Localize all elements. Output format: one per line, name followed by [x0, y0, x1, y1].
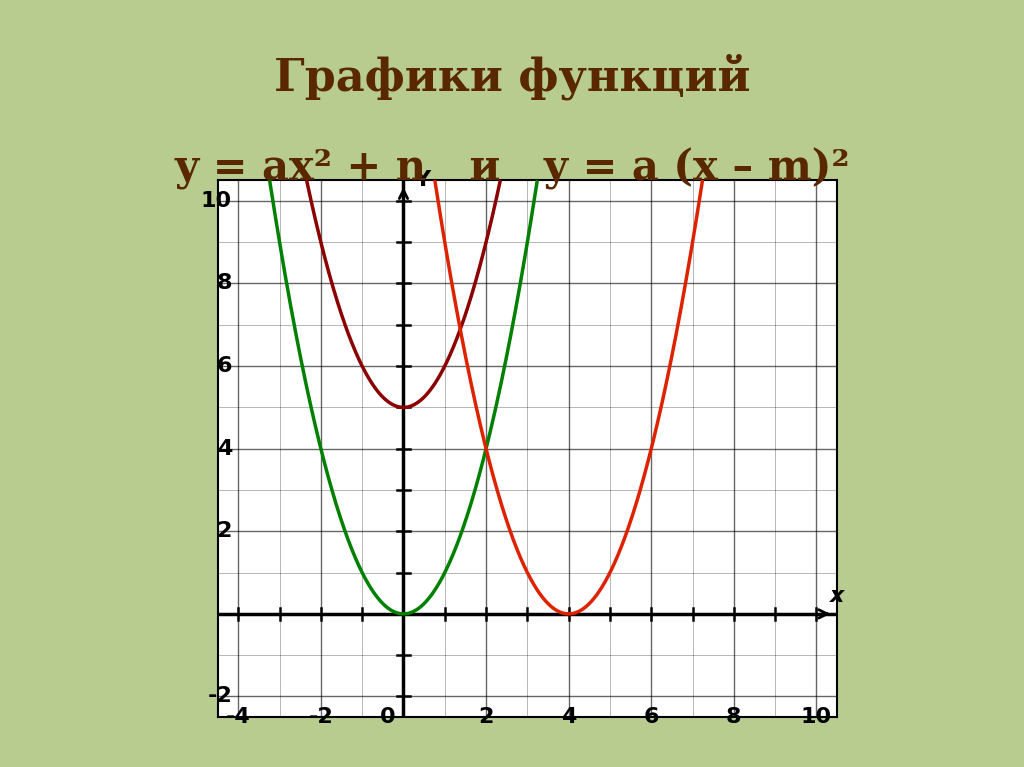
Text: 0: 0 [380, 707, 395, 727]
Text: 8: 8 [216, 274, 232, 294]
Text: Y: Y [414, 170, 430, 190]
Text: 4: 4 [217, 439, 232, 459]
Text: 6: 6 [216, 356, 232, 376]
Text: 6: 6 [643, 707, 659, 727]
Text: x: x [829, 586, 845, 606]
Text: Графики функций: Графики функций [273, 54, 751, 100]
Text: 2: 2 [217, 522, 232, 542]
Text: 4: 4 [561, 707, 577, 727]
Text: 8: 8 [726, 707, 741, 727]
Text: -2: -2 [308, 707, 333, 727]
Text: 10: 10 [801, 707, 833, 727]
Text: 2: 2 [478, 707, 494, 727]
Text: 10: 10 [201, 191, 232, 211]
Text: y = ax² + n   и   y = a (x – m)²: y = ax² + n и y = a (x – m)² [174, 147, 850, 190]
Text: -4: -4 [226, 707, 251, 727]
Text: -2: -2 [207, 686, 232, 706]
